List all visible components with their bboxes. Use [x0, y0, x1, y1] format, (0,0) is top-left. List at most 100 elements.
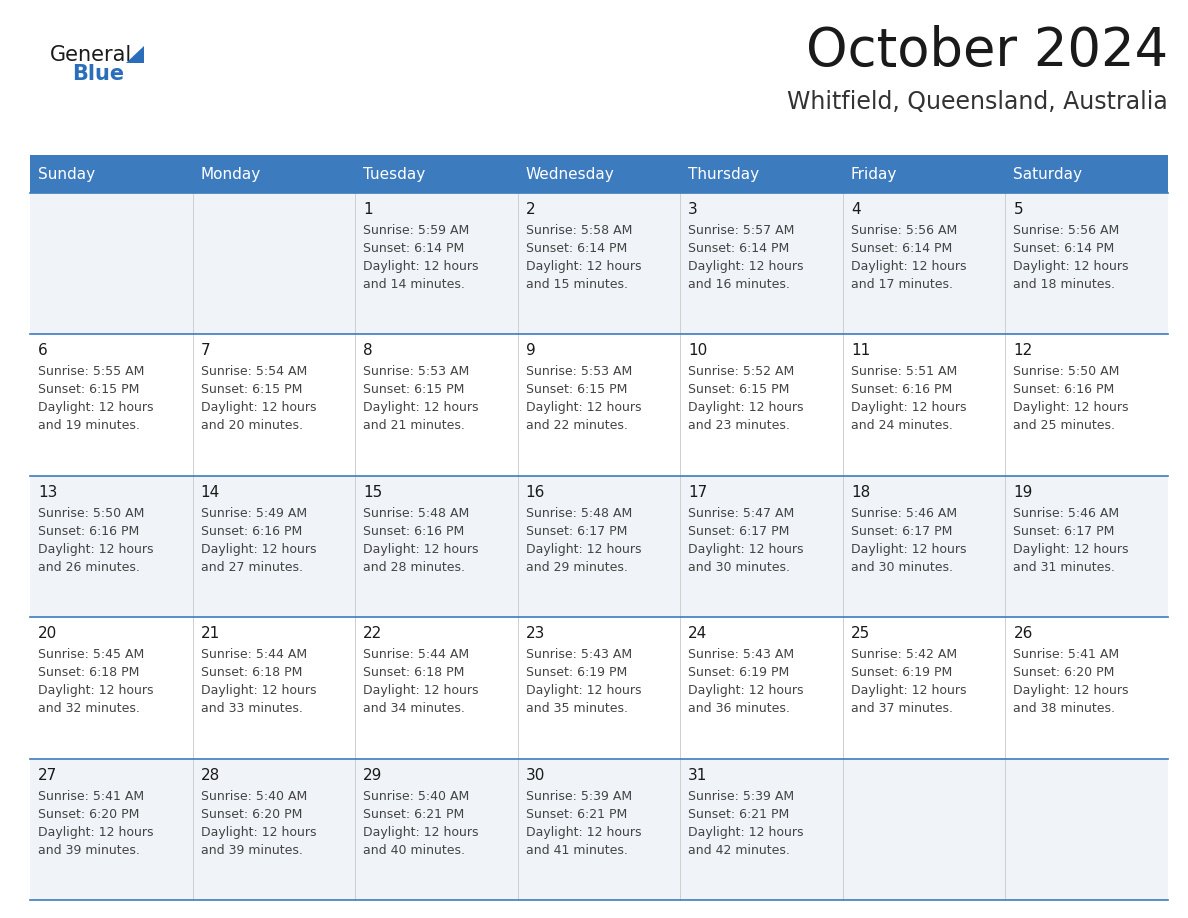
- Text: Sunrise: 5:48 AM: Sunrise: 5:48 AM: [526, 507, 632, 520]
- Text: Daylight: 12 hours: Daylight: 12 hours: [364, 543, 479, 555]
- Text: Sunset: 6:18 PM: Sunset: 6:18 PM: [38, 666, 139, 679]
- Text: Daylight: 12 hours: Daylight: 12 hours: [38, 825, 153, 839]
- Text: and 41 minutes.: and 41 minutes.: [526, 844, 627, 856]
- Text: Sunrise: 5:50 AM: Sunrise: 5:50 AM: [38, 507, 145, 520]
- Text: Daylight: 12 hours: Daylight: 12 hours: [851, 260, 966, 273]
- Text: Sunrise: 5:46 AM: Sunrise: 5:46 AM: [851, 507, 958, 520]
- Text: 6: 6: [38, 343, 48, 358]
- Text: Sunrise: 5:53 AM: Sunrise: 5:53 AM: [526, 365, 632, 378]
- Text: Daylight: 12 hours: Daylight: 12 hours: [688, 401, 804, 414]
- Text: Daylight: 12 hours: Daylight: 12 hours: [201, 401, 316, 414]
- Text: Sunset: 6:21 PM: Sunset: 6:21 PM: [688, 808, 790, 821]
- Text: Daylight: 12 hours: Daylight: 12 hours: [851, 543, 966, 555]
- Bar: [30, 476, 1168, 617]
- Text: and 18 minutes.: and 18 minutes.: [1013, 278, 1116, 291]
- Text: and 14 minutes.: and 14 minutes.: [364, 278, 465, 291]
- Text: 30: 30: [526, 767, 545, 783]
- Text: 5: 5: [1013, 202, 1023, 217]
- Text: 26: 26: [1013, 626, 1032, 641]
- Text: 21: 21: [201, 626, 220, 641]
- Text: Sunset: 6:20 PM: Sunset: 6:20 PM: [201, 808, 302, 821]
- Text: Sunset: 6:15 PM: Sunset: 6:15 PM: [38, 384, 139, 397]
- Text: Sunset: 6:15 PM: Sunset: 6:15 PM: [688, 384, 790, 397]
- Text: Sunset: 6:16 PM: Sunset: 6:16 PM: [38, 525, 139, 538]
- Bar: [30, 155, 1168, 193]
- Text: Daylight: 12 hours: Daylight: 12 hours: [526, 260, 642, 273]
- Bar: [30, 617, 1168, 758]
- Text: and 21 minutes.: and 21 minutes.: [364, 420, 465, 432]
- Text: Sunset: 6:19 PM: Sunset: 6:19 PM: [688, 666, 790, 679]
- Bar: [30, 193, 1168, 334]
- Text: 14: 14: [201, 485, 220, 499]
- Text: 23: 23: [526, 626, 545, 641]
- Text: Sunrise: 5:53 AM: Sunrise: 5:53 AM: [364, 365, 469, 378]
- Text: Daylight: 12 hours: Daylight: 12 hours: [526, 401, 642, 414]
- Text: 12: 12: [1013, 343, 1032, 358]
- Text: Sunset: 6:20 PM: Sunset: 6:20 PM: [1013, 666, 1114, 679]
- Text: and 25 minutes.: and 25 minutes.: [1013, 420, 1116, 432]
- Text: and 27 minutes.: and 27 minutes.: [201, 561, 303, 574]
- Text: Sunrise: 5:42 AM: Sunrise: 5:42 AM: [851, 648, 958, 661]
- Text: Saturday: Saturday: [1013, 166, 1082, 182]
- Text: 13: 13: [38, 485, 57, 499]
- Text: Sunset: 6:17 PM: Sunset: 6:17 PM: [1013, 525, 1114, 538]
- Text: Sunrise: 5:56 AM: Sunrise: 5:56 AM: [1013, 224, 1119, 237]
- Bar: [30, 334, 1168, 476]
- Text: 15: 15: [364, 485, 383, 499]
- Text: Daylight: 12 hours: Daylight: 12 hours: [201, 684, 316, 697]
- Text: Sunrise: 5:41 AM: Sunrise: 5:41 AM: [1013, 648, 1119, 661]
- Text: Sunrise: 5:39 AM: Sunrise: 5:39 AM: [526, 789, 632, 802]
- Text: Sunset: 6:17 PM: Sunset: 6:17 PM: [688, 525, 790, 538]
- Text: and 39 minutes.: and 39 minutes.: [38, 844, 140, 856]
- Text: Monday: Monday: [201, 166, 261, 182]
- Text: Daylight: 12 hours: Daylight: 12 hours: [38, 401, 153, 414]
- Text: and 23 minutes.: and 23 minutes.: [688, 420, 790, 432]
- Text: Sunset: 6:14 PM: Sunset: 6:14 PM: [1013, 242, 1114, 255]
- Text: Sunset: 6:15 PM: Sunset: 6:15 PM: [364, 384, 465, 397]
- Text: 10: 10: [688, 343, 708, 358]
- Bar: [30, 758, 1168, 900]
- Text: Daylight: 12 hours: Daylight: 12 hours: [526, 825, 642, 839]
- Polygon shape: [126, 46, 144, 63]
- Text: and 38 minutes.: and 38 minutes.: [1013, 702, 1116, 715]
- Text: Sunset: 6:21 PM: Sunset: 6:21 PM: [364, 808, 465, 821]
- Text: Sunrise: 5:40 AM: Sunrise: 5:40 AM: [364, 789, 469, 802]
- Text: 4: 4: [851, 202, 860, 217]
- Text: 17: 17: [688, 485, 708, 499]
- Text: and 33 minutes.: and 33 minutes.: [201, 702, 303, 715]
- Text: 24: 24: [688, 626, 708, 641]
- Text: Sunrise: 5:51 AM: Sunrise: 5:51 AM: [851, 365, 958, 378]
- Text: Sunrise: 5:48 AM: Sunrise: 5:48 AM: [364, 507, 469, 520]
- Text: 2: 2: [526, 202, 536, 217]
- Text: Whitfield, Queensland, Australia: Whitfield, Queensland, Australia: [788, 90, 1168, 114]
- Text: 11: 11: [851, 343, 870, 358]
- Text: Daylight: 12 hours: Daylight: 12 hours: [364, 260, 479, 273]
- Text: Sunset: 6:15 PM: Sunset: 6:15 PM: [526, 384, 627, 397]
- Text: and 39 minutes.: and 39 minutes.: [201, 844, 303, 856]
- Text: and 28 minutes.: and 28 minutes.: [364, 561, 466, 574]
- Text: Blue: Blue: [72, 64, 124, 84]
- Text: and 19 minutes.: and 19 minutes.: [38, 420, 140, 432]
- Text: Daylight: 12 hours: Daylight: 12 hours: [526, 684, 642, 697]
- Text: and 34 minutes.: and 34 minutes.: [364, 702, 465, 715]
- Text: Sunset: 6:21 PM: Sunset: 6:21 PM: [526, 808, 627, 821]
- Text: Sunset: 6:20 PM: Sunset: 6:20 PM: [38, 808, 139, 821]
- Text: Friday: Friday: [851, 166, 897, 182]
- Text: and 30 minutes.: and 30 minutes.: [851, 561, 953, 574]
- Text: Sunset: 6:17 PM: Sunset: 6:17 PM: [851, 525, 953, 538]
- Text: Daylight: 12 hours: Daylight: 12 hours: [688, 543, 804, 555]
- Text: Sunset: 6:14 PM: Sunset: 6:14 PM: [526, 242, 627, 255]
- Text: Sunrise: 5:45 AM: Sunrise: 5:45 AM: [38, 648, 144, 661]
- Text: Sunrise: 5:47 AM: Sunrise: 5:47 AM: [688, 507, 795, 520]
- Text: Daylight: 12 hours: Daylight: 12 hours: [364, 825, 479, 839]
- Text: Sunset: 6:18 PM: Sunset: 6:18 PM: [201, 666, 302, 679]
- Text: Sunrise: 5:49 AM: Sunrise: 5:49 AM: [201, 507, 307, 520]
- Text: 19: 19: [1013, 485, 1032, 499]
- Text: and 40 minutes.: and 40 minutes.: [364, 844, 466, 856]
- Text: Sunrise: 5:39 AM: Sunrise: 5:39 AM: [688, 789, 795, 802]
- Text: Tuesday: Tuesday: [364, 166, 425, 182]
- Text: Thursday: Thursday: [688, 166, 759, 182]
- Text: Sunset: 6:18 PM: Sunset: 6:18 PM: [364, 666, 465, 679]
- Text: and 35 minutes.: and 35 minutes.: [526, 702, 627, 715]
- Text: and 36 minutes.: and 36 minutes.: [688, 702, 790, 715]
